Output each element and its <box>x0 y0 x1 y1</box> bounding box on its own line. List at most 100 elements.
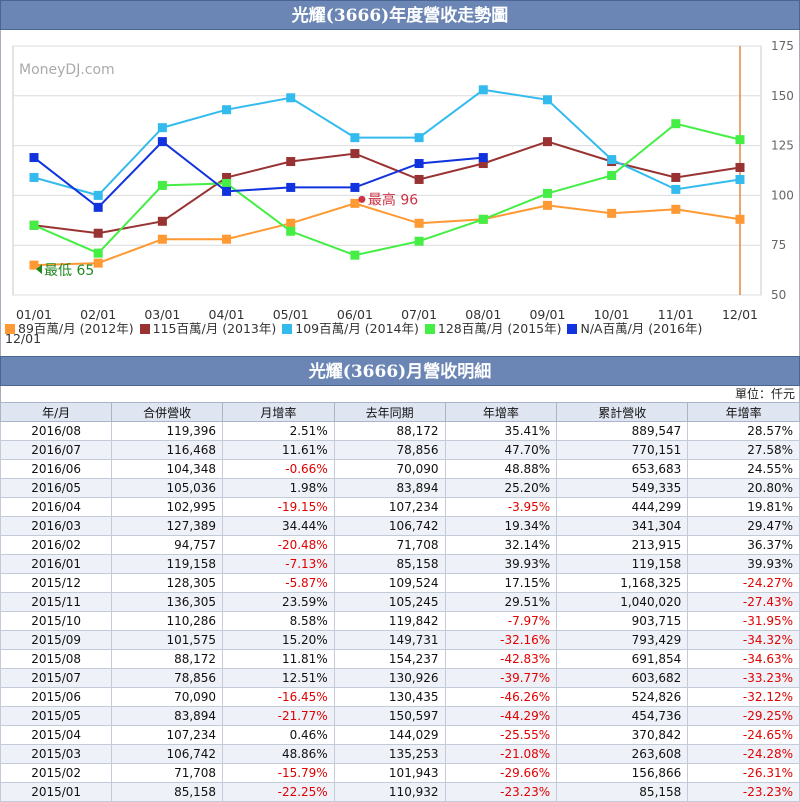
x-tick-label: 04/01 <box>209 307 245 322</box>
table-cell: -22.25% <box>222 782 335 802</box>
legend-swatch <box>424 324 435 334</box>
table-cell: 17.15% <box>444 573 558 593</box>
table-cell: 889,547 <box>556 421 689 441</box>
revenue-chart: 50 75 100 125 150 175 01/01 02/01 03/01 04/01 05/0… <box>0 30 800 356</box>
table-cell: 119,158 <box>556 554 689 574</box>
table-cell: 11.61% <box>222 440 335 460</box>
table-cell: 144,029 <box>333 725 446 745</box>
table-cell: 2015/08 <box>0 649 113 669</box>
x-tick-label: 12/01 <box>722 307 758 322</box>
table-cell: -27.43% <box>687 592 800 612</box>
series-point <box>607 155 617 165</box>
series-point <box>542 200 552 210</box>
table-row: 2015/08 88,172 11.81% 154,237 -42.83% 691,854… <box>0 649 800 669</box>
table-cell: 2015/03 <box>0 744 113 764</box>
table-cell: 2016/08 <box>0 421 113 441</box>
legend-swatch <box>567 324 578 334</box>
series-point <box>478 85 488 95</box>
table-cell: 27.58% <box>687 440 800 460</box>
table-cell: -21.77% <box>222 706 335 726</box>
table-cell: -24.28% <box>687 744 800 764</box>
table-cell: 154,237 <box>333 649 446 669</box>
table-cell: 653,683 <box>556 459 689 479</box>
y-tick-label: 150 <box>771 89 794 103</box>
series-point <box>29 172 39 182</box>
table-cell: 691,854 <box>556 649 689 669</box>
table-cell: 2016/02 <box>0 535 113 555</box>
x-tick-label-extra: 12/01 <box>5 331 41 346</box>
table-cell: 150,597 <box>333 706 446 726</box>
legend-item[interactable]: 89百萬/月 (2012年) <box>5 318 134 337</box>
table-cell: -21.08% <box>444 744 558 764</box>
table-cell: 70,090 <box>333 459 446 479</box>
legend-item[interactable]: 128百萬/月 (2015年) <box>424 318 561 337</box>
table-cell: 2015/12 <box>0 573 113 593</box>
table-cell: 105,036 <box>111 478 224 498</box>
table-row: 2015/06 70,090 -16.45% 130,435 -46.26% 524,82… <box>0 687 800 707</box>
min-marker <box>36 264 42 275</box>
series-point <box>414 159 424 169</box>
series-point <box>93 202 103 212</box>
table-cell: -7.97% <box>444 611 558 631</box>
table-cell: 2015/05 <box>0 706 113 726</box>
table-cell: -26.31% <box>687 763 800 783</box>
table-cell: 136,305 <box>111 592 224 612</box>
series-line-2 <box>33 88 741 197</box>
table-row: 2016/04 102,995 -19.15% 107,234 -3.95% 444,29… <box>0 497 800 517</box>
table-cell: 35.41% <box>444 421 558 441</box>
series-point <box>222 178 232 188</box>
table-cell: 2015/11 <box>0 592 113 612</box>
series-point <box>157 234 167 244</box>
series-point <box>286 157 296 167</box>
legend-item[interactable]: 115百萬/月 (2013年) <box>139 318 276 337</box>
series-point <box>286 182 296 192</box>
table-header-row: 年/月 合併營收 月增率 去年同期 年增率 累計營收 年增率 <box>0 402 800 422</box>
legend-item[interactable]: 109百萬/月 (2014年) <box>282 318 419 337</box>
table-row: 2015/01 85,158 -22.25% 110,932 -23.23% 85,158… <box>0 782 800 802</box>
x-tick-label: 08/01 <box>465 307 501 322</box>
table-cell: 127,389 <box>111 516 224 536</box>
table-cell: 110,286 <box>111 611 224 631</box>
table-cell: 88,172 <box>111 649 224 669</box>
x-tick-label: 02/01 <box>80 307 116 322</box>
table-cell: 23.59% <box>222 592 335 612</box>
table-cell: 88,172 <box>333 421 446 441</box>
table-cell: -16.45% <box>222 687 335 707</box>
table-cell: 32.14% <box>444 535 558 555</box>
x-tick-label: 01/01 <box>16 307 52 322</box>
table-cell: 85,158 <box>333 554 446 574</box>
chart-legend: 89百萬/月 (2012年) 115百萬/月 (2013年) 109百萬/月 (20… <box>5 318 708 337</box>
series-point <box>157 180 167 190</box>
x-tick-label: 10/01 <box>594 307 630 322</box>
table-cell: -23.23% <box>444 782 558 802</box>
table-cell: -33.23% <box>687 668 800 688</box>
series-point <box>350 182 360 192</box>
table-cell: -32.12% <box>687 687 800 707</box>
table-cell: 370,842 <box>556 725 689 745</box>
table-cell: -29.66% <box>444 763 558 783</box>
legend-label: N/A百萬/月 (2016年) <box>580 321 703 336</box>
table-cell: 107,234 <box>111 725 224 745</box>
table-cell: -24.65% <box>687 725 800 745</box>
table-row: 2016/03 127,389 34.44% 106,742 19.34% 341,304… <box>0 516 800 536</box>
table-cell: 2015/02 <box>0 763 113 783</box>
series-point <box>350 149 360 159</box>
column-header: 去年同期 <box>333 402 446 422</box>
y-tick-label: 100 <box>771 188 794 202</box>
table-row: 2015/07 78,856 12.51% 130,926 -39.77% 603,682… <box>0 668 800 688</box>
table-cell: 47.70% <box>444 440 558 460</box>
legend-item[interactable]: N/A百萬/月 (2016年) <box>567 318 702 337</box>
table-cell: 128,305 <box>111 573 224 593</box>
column-header: 年/月 <box>0 402 113 422</box>
series-point <box>157 123 167 133</box>
table-cell: 119,158 <box>111 554 224 574</box>
table-cell: 85,158 <box>111 782 224 802</box>
table-cell: 1.98% <box>222 478 335 498</box>
table-cell: 2016/03 <box>0 516 113 536</box>
series-point <box>735 163 745 173</box>
series-point <box>29 153 39 163</box>
table-row: 2015/11 136,305 23.59% 105,245 29.51% 1,040,0… <box>0 592 800 612</box>
table-cell: 116,468 <box>111 440 224 460</box>
x-tick-label: 11/01 <box>658 307 694 322</box>
table-row: 2015/05 83,894 -21.77% 150,597 -44.29% 454,73… <box>0 706 800 726</box>
